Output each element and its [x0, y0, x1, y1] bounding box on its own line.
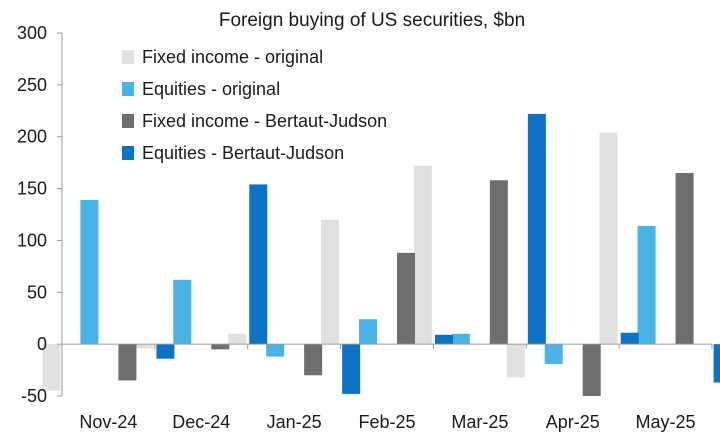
- x-tick-label: May-25: [636, 412, 696, 432]
- chart-title: Foreign buying of US securities, $bn: [219, 10, 525, 31]
- legend-swatch: [122, 82, 134, 96]
- bar: [675, 173, 694, 345]
- bar: [527, 113, 546, 345]
- y-tick-label: 0: [37, 334, 47, 354]
- bar: [451, 333, 470, 345]
- bar: [397, 252, 415, 345]
- bar: [435, 334, 453, 345]
- bar: [173, 279, 192, 345]
- x-tick-label: Jan-25: [267, 412, 322, 432]
- bars-layer: [42, 113, 720, 396]
- legend-label: Equities - Bertaut-Judson: [142, 143, 344, 163]
- bar: [118, 344, 137, 381]
- legend-label: Equities - original: [142, 79, 280, 99]
- legend: Fixed income - original Equities - origin…: [122, 47, 387, 163]
- bar: [544, 344, 563, 364]
- y-tick-label: 50: [27, 282, 47, 302]
- bar: [321, 219, 339, 345]
- bar: [266, 344, 285, 357]
- x-tick-label: Feb-25: [358, 412, 415, 432]
- bar: [211, 344, 230, 350]
- legend-label: Fixed income - Bertaut-Judson: [142, 111, 387, 131]
- bar: [599, 132, 618, 345]
- bar: [228, 333, 247, 345]
- bar: [637, 225, 656, 345]
- x-tick-label: Mar-25: [451, 412, 508, 432]
- x-tick-label: Nov-24: [79, 412, 137, 432]
- legend-swatch: [122, 50, 134, 64]
- bar: [42, 344, 61, 391]
- x-tick-label: Apr-25: [546, 412, 600, 432]
- bar: [359, 319, 377, 345]
- bar: [506, 344, 525, 378]
- legend-swatch: [122, 146, 134, 160]
- y-tick-label: 250: [17, 75, 47, 95]
- axes-layer: -50 0 50 100 150 200 250 300 Nov-24 Dec-24 Jan-25 F…: [17, 23, 713, 432]
- y-tick-label: 100: [17, 230, 47, 250]
- bar: [582, 344, 601, 396]
- bar: [620, 332, 639, 345]
- bar: [413, 165, 432, 345]
- x-tick-label: Dec-24: [172, 412, 230, 432]
- bar: [342, 344, 361, 394]
- bar: [304, 344, 323, 376]
- y-tick-label: 200: [17, 127, 47, 147]
- bar: [713, 344, 720, 383]
- bar: [489, 180, 508, 345]
- legend-label: Fixed income - original: [142, 47, 323, 67]
- bar: [249, 184, 268, 345]
- y-tick-label: 300: [17, 23, 47, 43]
- bar: [156, 344, 175, 359]
- y-tick-label: -50: [21, 386, 47, 406]
- bar: [135, 344, 154, 349]
- y-tick-label: 150: [17, 179, 47, 199]
- legend-swatch: [122, 114, 134, 128]
- bar: [80, 199, 99, 345]
